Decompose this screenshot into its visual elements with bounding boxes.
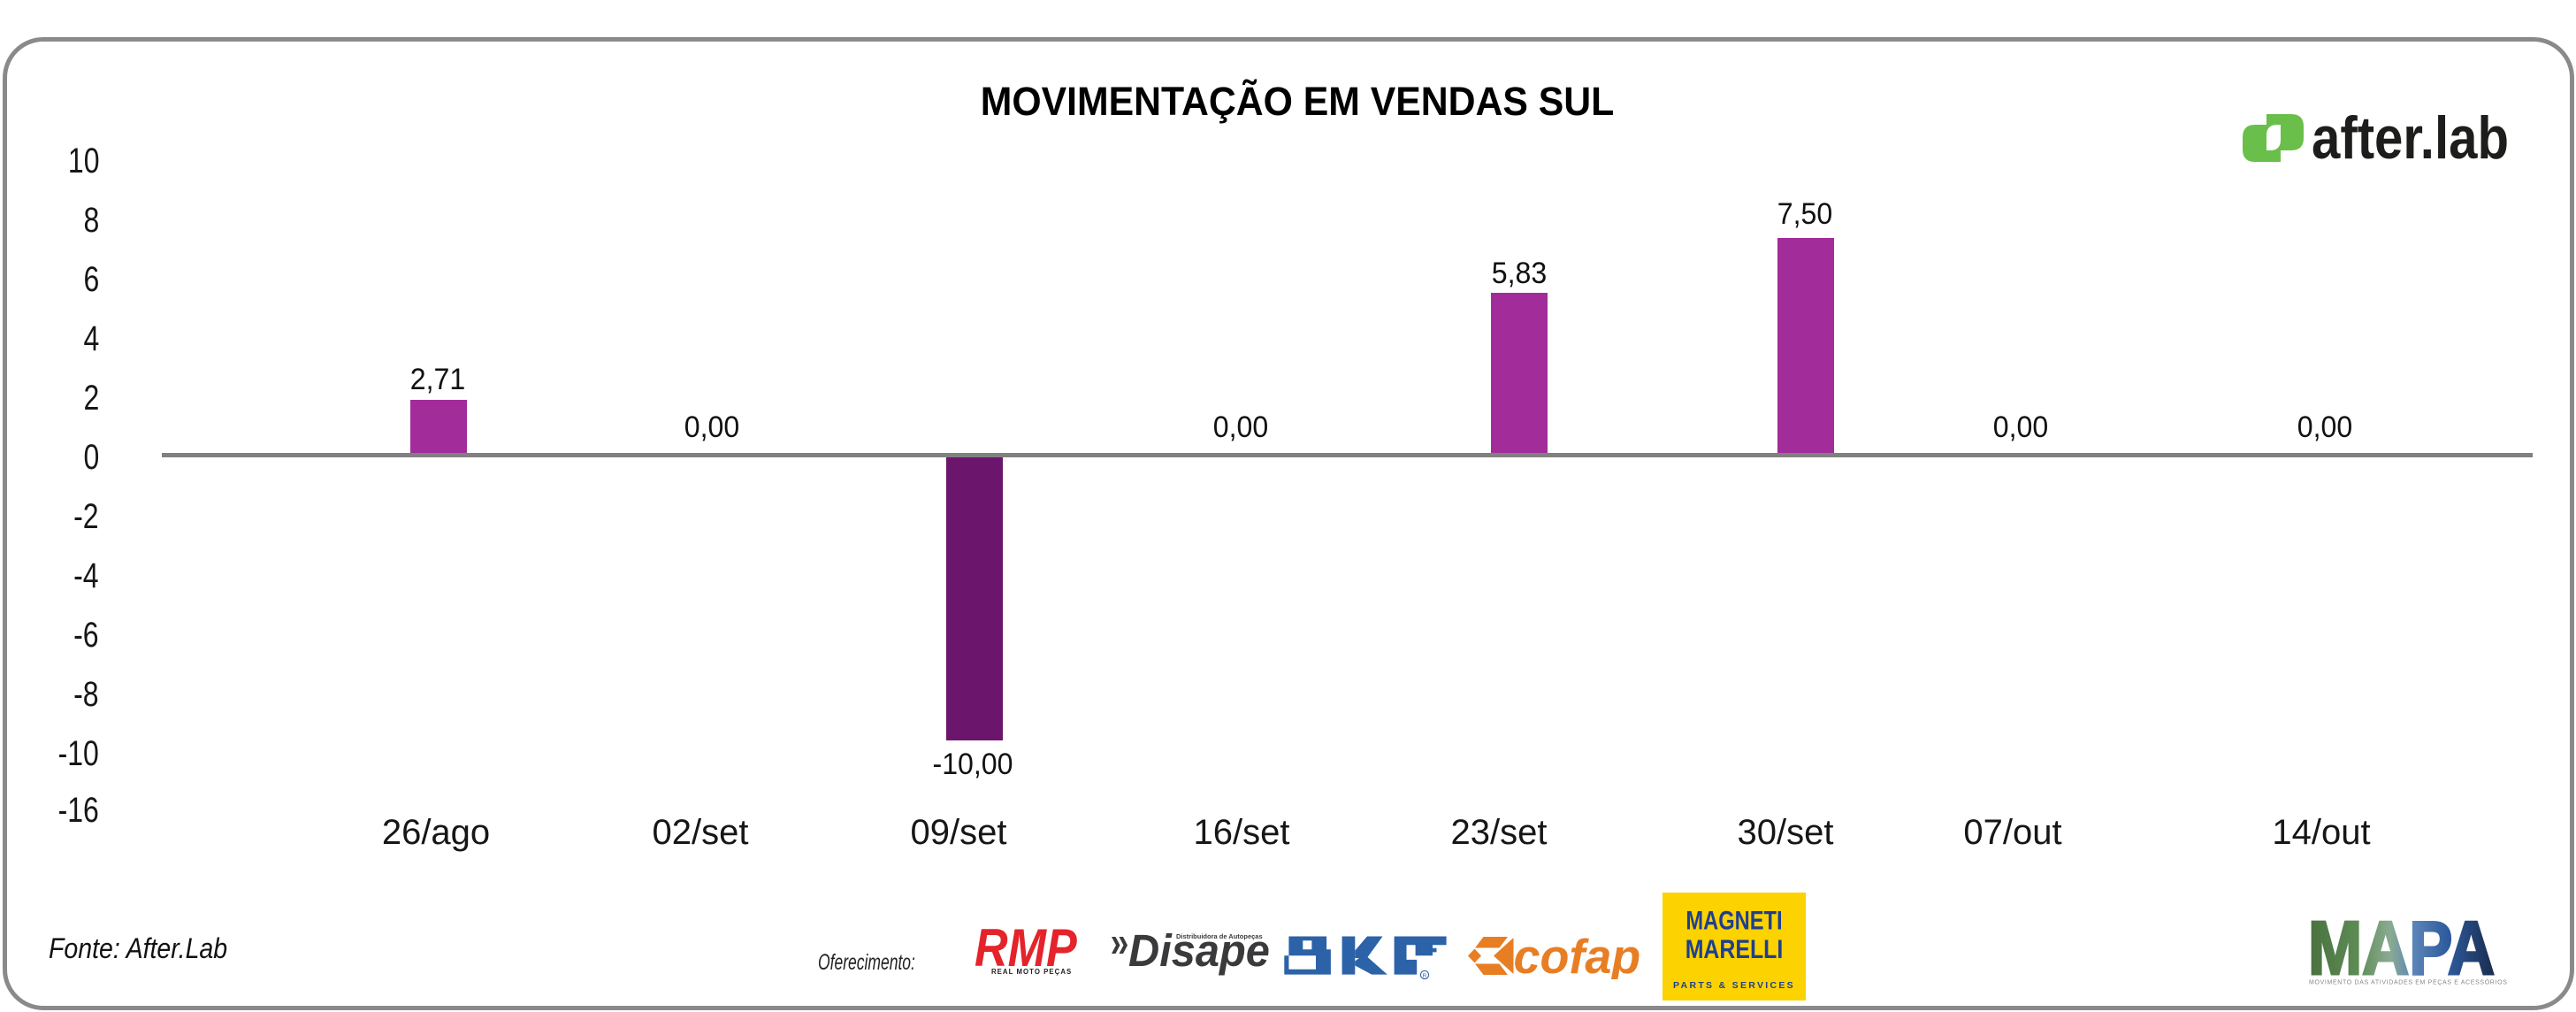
svg-text:MAPA: MAPA bbox=[2308, 911, 2495, 990]
svg-text:MARELLI: MARELLI bbox=[1685, 934, 1784, 964]
svg-text:PARTS & SERVICES: PARTS & SERVICES bbox=[1673, 980, 1795, 991]
svg-text:MOVIMENTO DAS ATIVIDADES EM PE: MOVIMENTO DAS ATIVIDADES EM PEÇAS E ACES… bbox=[2309, 978, 2508, 985]
svg-text:R: R bbox=[1423, 973, 1427, 979]
svg-text:cofap: cofap bbox=[1514, 933, 1641, 979]
svg-text:MAGNETI: MAGNETI bbox=[1685, 906, 1782, 935]
